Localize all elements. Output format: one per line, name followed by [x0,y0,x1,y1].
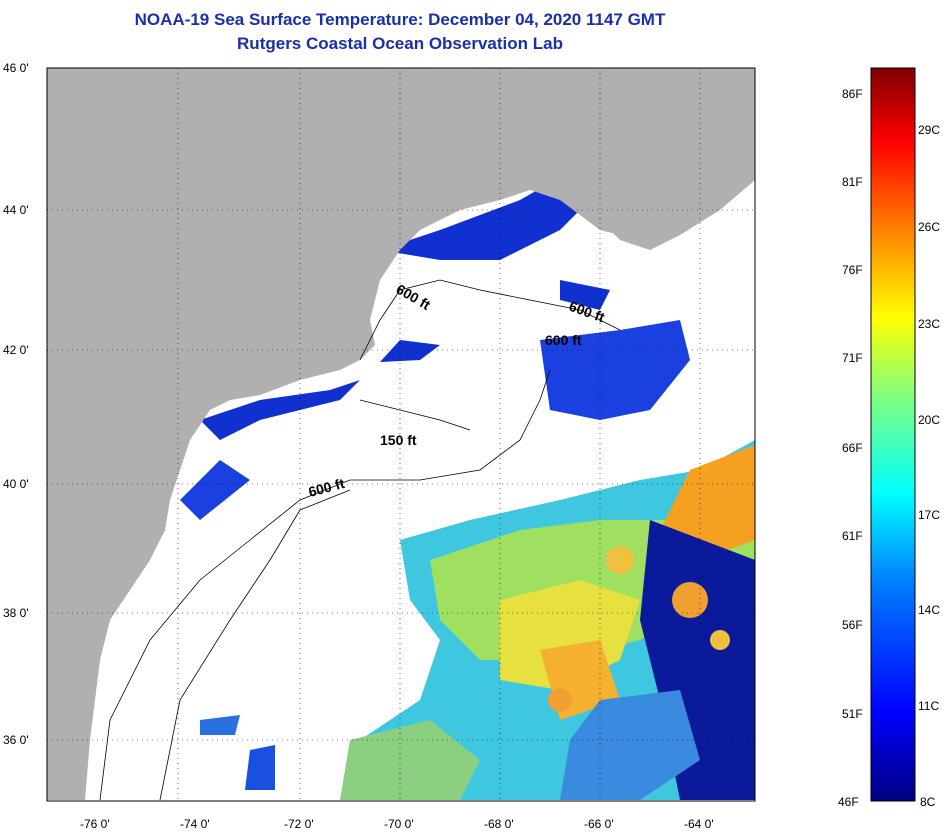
colorbar-f-label: 71F [842,351,863,365]
map-area [47,68,755,801]
map-title: NOAA-19 Sea Surface Temperature: Decembe… [134,10,666,29]
bathymetry-contours [99,279,621,801]
colorbar-c-label: 17C [918,508,940,522]
lat-label: 46 0' [3,61,29,75]
graticule [47,68,755,800]
sst-data-warm [340,440,755,800]
lat-label: 42 0' [3,343,29,357]
colorbar-f-label: 56F [842,618,863,632]
lon-label: -70 0' [384,817,414,831]
colorbar-f-label: 51F [842,707,863,721]
map-subtitle: Rutgers Coastal Ocean Observation Lab [237,34,563,53]
lon-label: -76 0' [80,817,110,831]
land [47,68,755,800]
latitude-labels: 46 0' 44 0' 42 0' 40 0' 38 0' 36 0' [3,61,29,747]
colorbar-c-label: 20C [918,413,940,427]
lon-label: -68 0' [484,817,514,831]
colorbar-f-label: 66F [842,441,863,455]
colorbar-fahrenheit-labels: 86F 81F 76F 71F 66F 61F 56F 51F 46F [838,87,863,809]
colorbar [870,67,916,802]
lat-label: 40 0' [3,477,29,491]
colorbar-c-label: 11C [918,699,939,713]
map-frame [46,67,756,802]
colorbar-f-label: 46F [838,795,859,809]
colorbar-celsius-labels: 29C 26C 23C 20C 17C 14C 11C 8C [918,123,940,809]
colorbar-f-label: 61F [842,529,863,543]
lat-label: 36 0' [3,733,29,747]
colorbar-c-label: 14C [918,603,940,617]
lon-label: -72 0' [284,817,314,831]
contour-label-3: 600 ft [545,332,582,348]
lon-label: -66 0' [584,817,614,831]
colorbar-f-label: 81F [842,175,863,189]
lon-label: -64 0' [684,817,714,831]
colorbar-c-label: 8C [920,795,936,809]
lat-label: 38 0' [3,606,29,620]
contour-label-4: 150 ft [380,432,417,448]
longitude-labels: -76 0' -74 0' -72 0' -70 0' -68 0' -66 0… [80,817,714,831]
colorbar-f-label: 86F [842,87,863,101]
colorbar-c-label: 23C [918,317,940,331]
lat-label: 44 0' [3,203,29,217]
lon-label: -74 0' [180,817,210,831]
colorbar-c-label: 26C [918,220,940,234]
colorbar-c-label: 29C [918,123,940,137]
colorbar-f-label: 76F [842,263,863,277]
